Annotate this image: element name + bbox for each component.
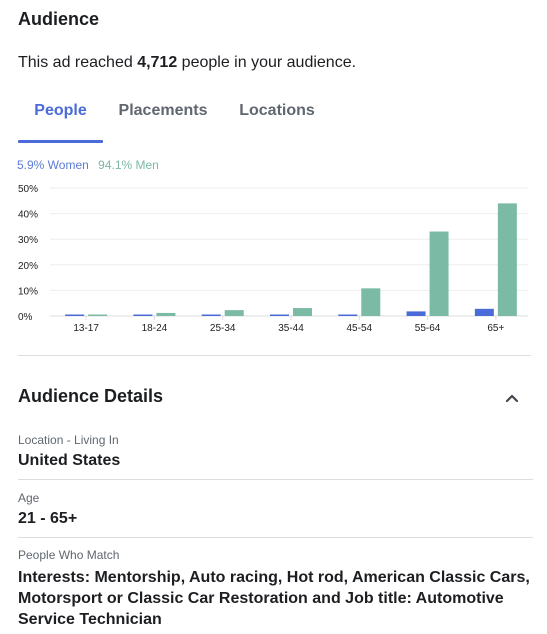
- tab-placements[interactable]: Placements: [118, 102, 208, 119]
- reach-summary: This ad reached 4,712 people in your aud…: [18, 54, 356, 72]
- bar-women-65+: [474, 308, 494, 316]
- reach-suffix: people in your audience.: [177, 54, 357, 71]
- x-tick-label: 65+: [487, 323, 504, 334]
- active-tab-indicator: [18, 140, 103, 143]
- age-divider: [18, 537, 533, 538]
- location-label: Location - Living In: [18, 433, 119, 447]
- audience-tabs: People Placements Locations: [18, 96, 530, 144]
- tab-people[interactable]: People: [34, 102, 87, 119]
- y-tick-label: 10%: [18, 286, 38, 297]
- x-tick-label: 45-54: [346, 323, 372, 334]
- x-tick-label: 35-44: [278, 323, 304, 334]
- match-label: People Who Match: [18, 548, 120, 562]
- x-tick-label: 25-34: [210, 323, 236, 334]
- y-tick-label: 40%: [18, 210, 38, 221]
- reach-prefix: This ad reached: [18, 54, 138, 71]
- match-value: Interests: Mentorship, Auto racing, Hot …: [18, 569, 530, 628]
- bar-women-25-34: [201, 314, 221, 316]
- bar-men-25-34: [224, 310, 244, 316]
- legend-women: 5.9% Women: [17, 158, 89, 172]
- age-value: 21 - 65+: [18, 510, 78, 527]
- x-tick-label: 55-64: [415, 323, 441, 334]
- x-tick-label: 13-17: [73, 323, 99, 334]
- section-title: Audience: [18, 9, 100, 29]
- bar-men-45-54: [361, 288, 381, 316]
- location-divider: [18, 479, 533, 480]
- y-tick-label: 50%: [18, 184, 38, 195]
- y-tick-label: 0%: [18, 312, 33, 323]
- y-tick-label: 20%: [18, 261, 38, 272]
- bar-men-18-24: [156, 312, 176, 316]
- reach-count: 4,712: [137, 54, 178, 71]
- bar-women-18-24: [133, 314, 153, 316]
- age-label: Age: [18, 491, 40, 505]
- legend-men: 94.1% Men: [98, 158, 159, 172]
- location-value: United States: [18, 452, 121, 469]
- bar-men-65+: [497, 203, 517, 316]
- bar-women-55-64: [406, 311, 426, 316]
- bar-men-13-17: [88, 314, 108, 316]
- details-title: Audience Details: [18, 386, 164, 406]
- chart-divider: [18, 355, 531, 356]
- bar-women-13-17: [65, 314, 85, 316]
- gender-legend: 5.9% Women 94.1% Men: [17, 158, 159, 172]
- bar-women-35-44: [270, 314, 289, 316]
- bar-men-55-64: [429, 231, 449, 316]
- x-tick-label: 18-24: [142, 323, 168, 334]
- age-gender-chart: 50% 40% 30% 20% 10% 0% 13-17 18-24 25-34 35-44 45-…: [18, 184, 528, 334]
- bar-men-35-44: [293, 308, 312, 316]
- bar-women-45-54: [338, 314, 358, 316]
- tab-locations[interactable]: Locations: [239, 102, 315, 119]
- y-tick-label: 30%: [18, 235, 38, 246]
- chevron-up-icon[interactable]: [501, 388, 523, 410]
